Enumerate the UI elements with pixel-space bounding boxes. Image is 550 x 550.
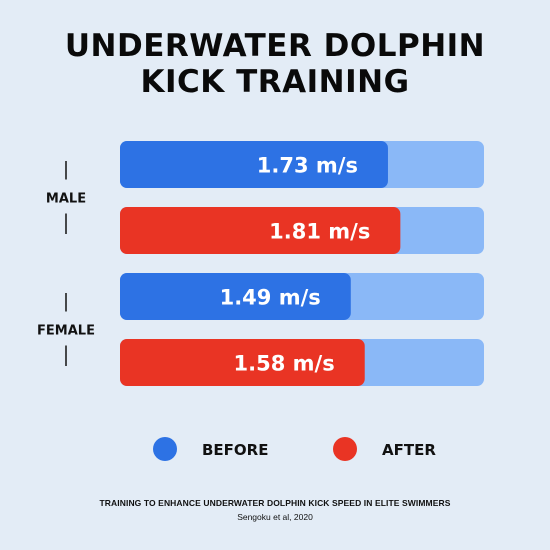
- legend-label-after: AFTER: [382, 441, 436, 459]
- data-label-female-before: 1.49 m/s: [220, 286, 321, 310]
- chart-title-line-2: KICK TRAINING: [140, 64, 410, 100]
- bar-female-after: [120, 339, 365, 386]
- bar-female-before: [120, 273, 351, 320]
- bar-male-before: [120, 141, 388, 188]
- legend-marker-after: [333, 437, 357, 461]
- group-label-female: FEMALE: [37, 324, 95, 339]
- data-label-female-after: 1.58 m/s: [234, 352, 335, 376]
- legend-marker-before: [153, 437, 177, 461]
- chart-title-line-1: UNDERWATER DOLPHIN: [64, 28, 486, 64]
- chart-title: UNDERWATER DOLPHIN KICK TRAINING: [0, 28, 550, 100]
- source-title: TRAINING TO ENHANCE UNDERWATER DOLPHIN K…: [99, 498, 451, 508]
- legend-label-before: BEFORE: [202, 441, 268, 459]
- source-citation: Sengoku et al, 2020: [237, 512, 313, 522]
- data-label-male-after: 1.81 m/s: [269, 220, 370, 244]
- data-label-male-before: 1.73 m/s: [257, 154, 358, 178]
- group-label-male: MALE: [46, 192, 86, 207]
- bar-male-after: [120, 207, 401, 254]
